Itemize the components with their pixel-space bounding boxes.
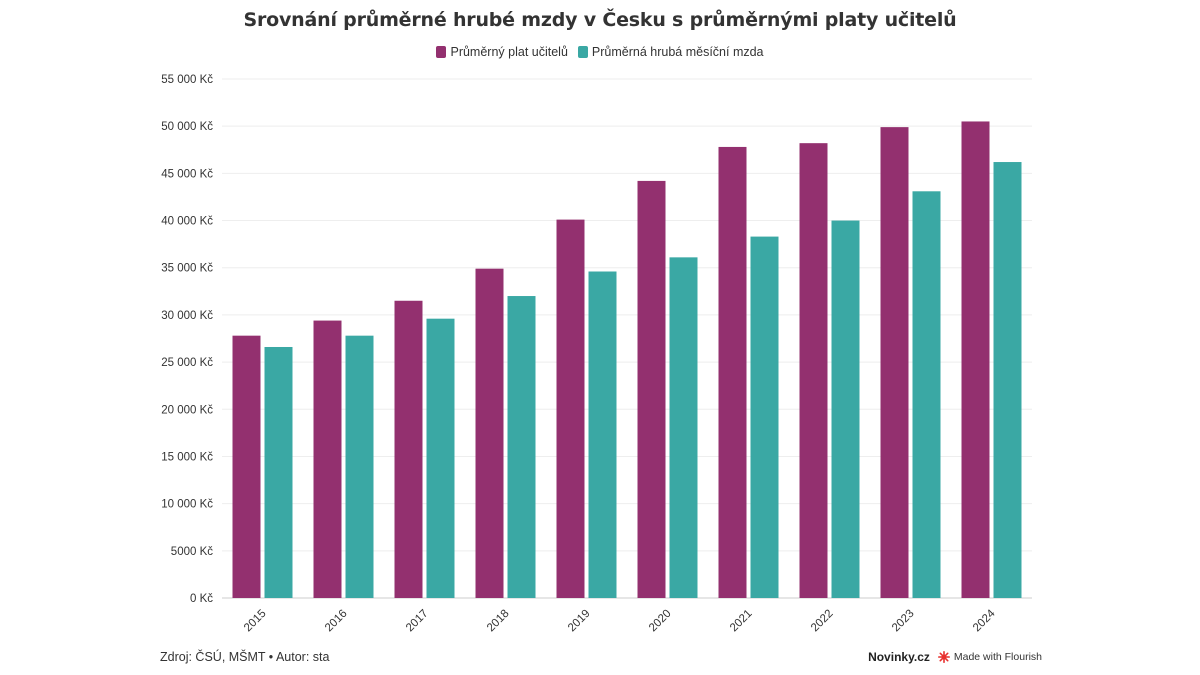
flourish-burst-icon [937,651,950,663]
x-tick-label: 2016 [323,608,350,635]
bar-teacher-salary[interactable] [637,180,666,598]
bar-teacher-salary[interactable] [718,146,747,598]
bar-average-wage[interactable] [912,191,941,598]
x-tick-label: 2015 [242,608,269,635]
y-tick-label: 0 Kč [190,593,213,605]
bar-average-wage[interactable] [345,335,374,598]
x-tick-label: 2018 [485,608,512,635]
x-tick-label: 2017 [404,608,431,635]
y-tick-label: 50 000 Kč [161,121,213,133]
y-tick-label: 5000 Kč [171,546,213,558]
bar-average-wage[interactable] [669,257,698,598]
bar-average-wage[interactable] [750,236,779,598]
x-tick-label: 2023 [890,608,917,635]
x-tick-label: 2020 [647,608,674,635]
bar-teacher-salary[interactable] [799,143,828,598]
legend-swatch-average-wage [577,46,588,58]
brand-label[interactable]: Novinky.cz [868,650,930,664]
y-tick-label: 40 000 Kč [161,216,213,228]
bar-average-wage[interactable] [588,271,617,598]
bar-teacher-salary[interactable] [556,219,585,599]
chart-legend: Průměrný plat učitelů Průměrná hrubá měs… [0,45,1200,59]
bar-teacher-salary[interactable] [232,335,261,598]
y-tick-label: 35 000 Kč [161,263,213,275]
y-tick-label: 30 000 Kč [161,310,213,322]
bar-average-wage[interactable] [426,318,455,598]
chart-title: Srovnání průměrné hrubé mzdy v Česku s p… [243,9,957,31]
footer-branding: Novinky.cz Made with Flourish [868,650,1042,664]
bar-average-wage[interactable] [507,296,536,598]
y-tick-label: 15 000 Kč [161,451,213,463]
legend-swatch-teachers [436,46,447,58]
x-tick-label: 2022 [809,608,836,635]
bar-average-wage[interactable] [264,346,293,598]
legend-item-average-wage[interactable]: Průměrná hrubá měsíční mzda [577,45,764,59]
x-tick-label: 2019 [566,608,593,635]
y-tick-label: 45 000 Kč [161,168,213,180]
made-with-flourish-label: Made with Flourish [953,651,1042,663]
y-tick-label: 25 000 Kč [161,357,213,369]
bar-teacher-salary[interactable] [394,300,423,598]
bar-teacher-salary[interactable] [313,320,342,598]
x-tick-label: 2021 [728,608,755,635]
source-note: Zdroj: ČSÚ, MŠMT • Autor: sta [160,650,330,664]
bar-average-wage[interactable] [993,162,1022,599]
x-tick-label: 2024 [971,607,998,634]
bar-teacher-salary[interactable] [880,127,909,598]
y-tick-label: 55 000 Kč [161,74,213,86]
made-with-flourish[interactable]: Made with Flourish [937,651,1042,663]
bar-teacher-salary[interactable] [961,121,990,599]
legend-item-teachers[interactable]: Průměrný plat učitelů [436,45,568,59]
bar-average-wage[interactable] [831,220,860,598]
y-tick-label: 20 000 Kč [161,404,213,416]
legend-label-teachers: Průměrný plat učitelů [450,45,568,59]
legend-label-average-wage: Průměrná hrubá měsíční mzda [591,45,764,59]
y-tick-label: 10 000 Kč [161,499,213,511]
bar-teacher-salary[interactable] [475,268,504,598]
